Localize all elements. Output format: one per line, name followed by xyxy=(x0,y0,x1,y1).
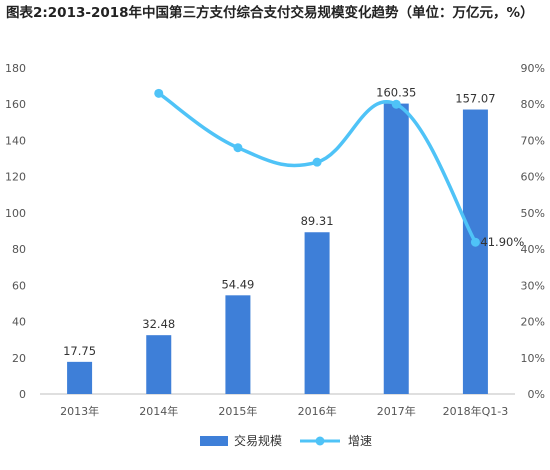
y-left-tick-label: 0 xyxy=(19,388,26,401)
y-right-tick-label: 40% xyxy=(521,243,545,256)
y-right-tick-label: 80% xyxy=(521,98,545,111)
legend-label-line: 增速 xyxy=(348,434,372,448)
bar-5 xyxy=(462,109,488,394)
x-tick-label: 2017年 xyxy=(377,404,416,418)
bar-value-label: 17.75 xyxy=(63,344,96,358)
y-left-tick-label: 40 xyxy=(12,316,26,329)
x-tick-label: 2016年 xyxy=(298,404,337,418)
bar-4 xyxy=(383,103,409,395)
x-tick-label: 2014年 xyxy=(139,404,178,418)
legend-swatch-bar xyxy=(200,436,228,446)
x-tick-label: 2018年Q1-3 xyxy=(443,404,509,418)
bar-value-label: 32.48 xyxy=(142,317,175,331)
y-right-tick-label: 0% xyxy=(528,388,545,401)
bar-value-label: 157.07 xyxy=(455,92,495,106)
growth-line xyxy=(157,91,477,244)
y-left-tick-label: 80 xyxy=(12,243,26,256)
growth-point-4 xyxy=(391,99,401,109)
y-left-tick-label: 180 xyxy=(5,62,26,75)
y-right-tick-label: 50% xyxy=(521,207,545,220)
y-right-tick-label: 70% xyxy=(521,134,545,147)
growth-point-1 xyxy=(154,88,164,98)
bar-value-label: 89.31 xyxy=(301,214,334,228)
y-left-tick-label: 120 xyxy=(5,171,26,184)
chart-title: 图表2:2013-2018年中国第三方支付综合支付交易规模变化趋势（单位：万亿元… xyxy=(6,5,534,21)
growth-point-5 xyxy=(470,237,480,247)
y-right-tick-label: 30% xyxy=(521,279,545,292)
bar-0 xyxy=(67,361,93,394)
y-left-tick-label: 20 xyxy=(12,352,26,365)
bar-value-label: 54.49 xyxy=(221,277,254,291)
bar-1 xyxy=(146,335,172,394)
legend-label-bar: 交易规模 xyxy=(234,433,282,448)
growth-value-label: 41.90% xyxy=(480,235,524,249)
y-right-tick-label: 60% xyxy=(521,171,545,184)
x-tick-label: 2015年 xyxy=(218,404,257,418)
y-left-tick-label: 60 xyxy=(12,279,26,292)
y-left-tick-label: 140 xyxy=(5,134,26,147)
y-left-tick-label: 100 xyxy=(5,207,26,220)
y-right-tick-label: 90% xyxy=(521,62,545,75)
x-tick-label: 2013年 xyxy=(60,404,99,418)
bar-value-label: 160.35 xyxy=(376,86,416,100)
legend-marker-line xyxy=(315,436,325,446)
growth-point-3 xyxy=(312,157,322,167)
y-right-tick-label: 20% xyxy=(521,316,545,329)
bar-2 xyxy=(225,295,251,394)
bar-3 xyxy=(304,232,330,394)
y-left-tick-label: 160 xyxy=(5,98,26,111)
y-right-tick-label: 10% xyxy=(521,352,545,365)
growth-point-2 xyxy=(233,143,243,153)
